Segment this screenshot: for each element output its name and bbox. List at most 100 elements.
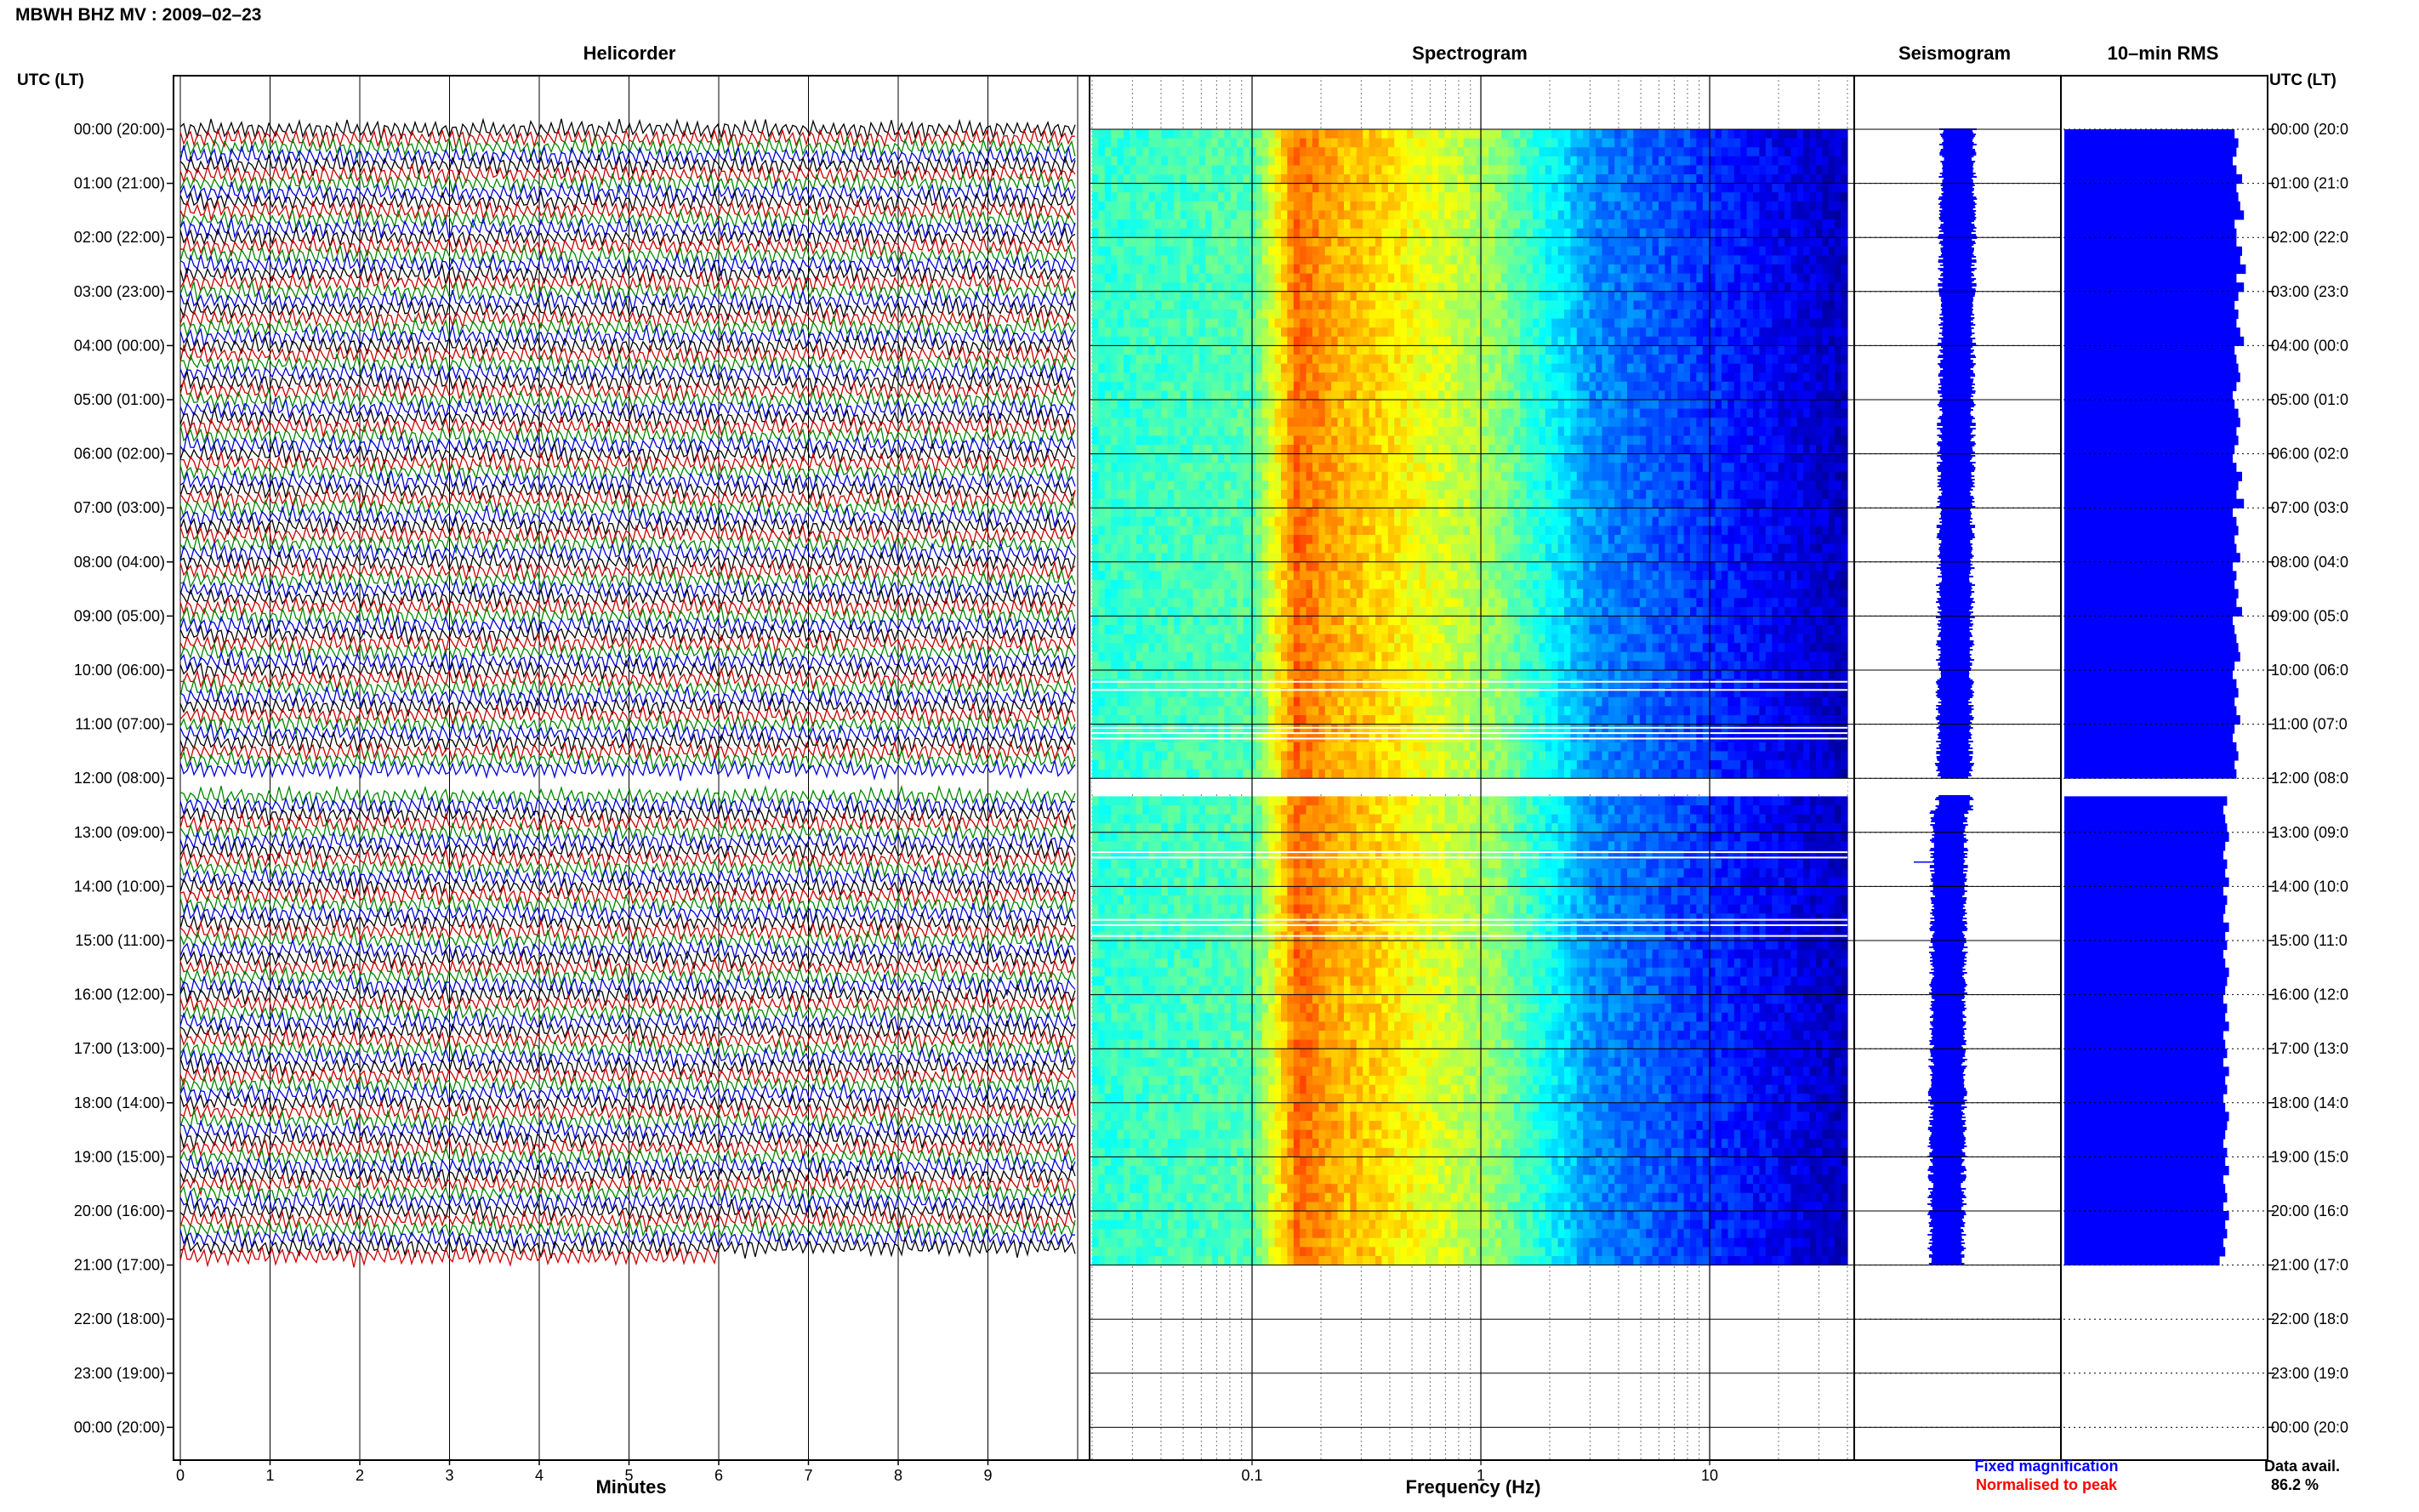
spectrogram-cell [1746, 453, 1754, 463]
spectrogram-cell [1261, 165, 1269, 175]
spectrogram-cell [1740, 418, 1748, 428]
spectrogram-cell [1237, 129, 1244, 139]
spectrogram-cell [1778, 264, 1785, 274]
spectrogram-cell [1470, 418, 1477, 428]
spectrogram-cell [1306, 300, 1313, 310]
spectrogram-cell [1261, 418, 1269, 428]
spectrogram-cell [1136, 246, 1143, 256]
spectrogram-cell [1753, 255, 1760, 265]
spectrogram-cell [1583, 390, 1591, 401]
spectrogram-cell [1444, 291, 1452, 301]
spectrogram-cell [1665, 147, 1672, 157]
spectrogram-cell [1778, 418, 1785, 428]
spectrogram-cell [1230, 336, 1238, 346]
spectrogram-cell [1520, 471, 1528, 481]
spectrogram-cell [1167, 264, 1175, 274]
spectrogram-cell [1381, 246, 1389, 256]
spectrogram-cell [1344, 264, 1351, 274]
spectrogram-cell [1715, 156, 1722, 166]
spectrogram-cell [1130, 445, 1137, 454]
spectrogram-cell [1230, 408, 1238, 418]
spectrogram-cell [1614, 372, 1622, 383]
spectrogram-cell [1671, 408, 1678, 418]
spectrogram-cell [1727, 408, 1735, 418]
spectrogram-cell [1111, 463, 1118, 473]
spectrogram-cell [1161, 381, 1169, 391]
spectrogram-cell [1092, 318, 1099, 328]
spectrogram-cell [1520, 129, 1528, 139]
spectrogram-cell [1463, 471, 1471, 481]
spectrogram-cell [1778, 147, 1785, 157]
spectrogram-cell [1828, 291, 1836, 301]
spectrogram-cell [1274, 372, 1282, 383]
spectrogram-cell [1375, 355, 1382, 364]
spectrogram-cell [1161, 463, 1169, 473]
spectrogram-cell [1104, 435, 1112, 446]
spectrogram-cell [1092, 174, 1099, 184]
spectrogram-cell [1828, 228, 1836, 238]
spectrogram-cell [1740, 210, 1748, 220]
spectrogram-cell [1589, 237, 1597, 247]
spectrogram-cell [1438, 336, 1445, 346]
spectrogram-cell [1438, 400, 1445, 409]
spectrogram-cell [1520, 255, 1528, 265]
spectrogram-cell [1520, 310, 1528, 319]
spectrogram-cell [1457, 435, 1465, 446]
spectrogram-cell [1413, 336, 1420, 346]
spectrogram-cell [1772, 418, 1779, 428]
spectrogram-cell [1457, 400, 1465, 409]
spectrogram-cell [1205, 201, 1213, 211]
spectrogram-cell [1444, 300, 1452, 310]
spectrogram-cell [1324, 471, 1332, 481]
spectrogram-cell [1646, 345, 1653, 355]
helicorder-trace [179, 650, 1076, 674]
spectrogram-cell [1526, 345, 1534, 355]
spectrogram-cell [1438, 418, 1445, 428]
spectrogram-cell [1306, 345, 1313, 355]
spectrogram-cell [1570, 400, 1578, 409]
spectrogram-cell [1331, 264, 1339, 274]
spectrogram-cell [1740, 201, 1748, 211]
spectrogram-cell [1659, 228, 1665, 238]
spectrogram-cell [1488, 174, 1496, 184]
spectrogram-cell [1665, 372, 1672, 383]
spectrogram-cell [1796, 264, 1804, 274]
spectrogram-cell [1124, 246, 1130, 256]
spectrogram-cell [1639, 147, 1647, 157]
spectrogram-cell [1652, 219, 1659, 229]
spectrogram-cell [1387, 372, 1395, 383]
helicorder-trace [179, 758, 1076, 782]
spectrogram-cell [1816, 264, 1823, 274]
helicorder-trace [179, 1082, 1076, 1106]
spectrogram-cell [1300, 336, 1307, 346]
spectrogram-cell [1659, 129, 1665, 139]
spectrogram-cell [1098, 318, 1106, 328]
spectrogram-cell [1344, 355, 1351, 364]
spectrogram-cell [1482, 246, 1489, 256]
spectrogram-cell [1130, 381, 1137, 391]
spectrogram-cell [1507, 147, 1515, 157]
spectrogram-cell [1230, 165, 1238, 175]
spectrogram-cell [1142, 147, 1150, 157]
spectrogram-cell [1117, 165, 1124, 175]
spectrogram-cell [1375, 318, 1382, 328]
spectrogram-cell [1230, 363, 1238, 373]
spectrogram-cell [1187, 318, 1193, 328]
spectrogram-cell [1312, 273, 1319, 283]
spectrogram-cell [1318, 282, 1326, 293]
spectrogram-cell [1828, 300, 1836, 310]
spectrogram-cell [1690, 318, 1697, 328]
spectrogram-cell [1287, 435, 1295, 446]
helicorder-trace [179, 1073, 1076, 1096]
spectrogram-cell [1796, 327, 1804, 338]
spectrogram-cell [1249, 418, 1256, 428]
spectrogram-cell [1369, 129, 1376, 139]
spectrogram-cell [1457, 363, 1465, 373]
spectrogram-cell [1683, 372, 1691, 383]
spectrogram-cell [1494, 345, 1502, 355]
spectrogram-cell [1111, 310, 1118, 319]
spectrogram-cell [1557, 165, 1565, 175]
spectrogram-cell [1765, 156, 1773, 166]
spectrogram-cell [1300, 480, 1307, 491]
spectrogram-cell [1104, 165, 1112, 175]
